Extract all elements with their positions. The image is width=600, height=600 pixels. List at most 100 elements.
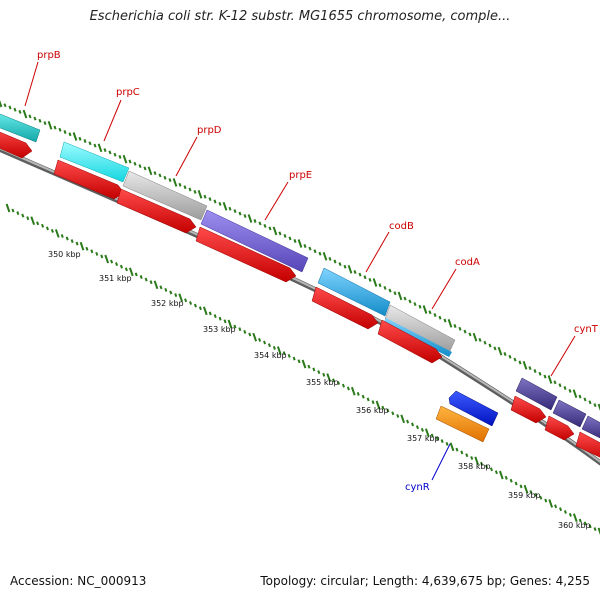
minor-tick [563, 386, 567, 390]
major-tick [523, 484, 529, 494]
minor-tick [253, 219, 257, 223]
minor-tick [332, 378, 336, 383]
gene-label-prpE[interactable]: prpE [289, 170, 312, 181]
gene-cynX-feature[interactable] [581, 415, 600, 440]
minor-tick [430, 433, 434, 438]
minor-tick [133, 161, 137, 166]
major-tick [276, 346, 282, 355]
minor-tick [381, 405, 385, 410]
gene-cynS-feature[interactable] [552, 399, 587, 428]
cds-arrow[interactable] [575, 431, 600, 462]
minor-tick [386, 408, 390, 413]
minor-tick [65, 236, 69, 241]
minor-tick [208, 311, 212, 316]
cds-arrow[interactable] [544, 415, 575, 441]
minor-tick [408, 299, 412, 304]
outer-tick-track [0, 99, 600, 412]
reverse-cds-arrow[interactable] [448, 390, 499, 427]
minor-tick [438, 315, 442, 320]
major-tick [153, 280, 159, 290]
minor-tick [115, 262, 119, 267]
gene-prpB-feature[interactable] [0, 110, 41, 143]
minor-tick [519, 484, 523, 489]
minor-tick [307, 364, 311, 369]
cds-arrow[interactable] [0, 128, 33, 159]
major-tick [197, 189, 203, 199]
minor-tick [593, 527, 597, 532]
minor-tick [458, 326, 462, 331]
minor-tick [43, 121, 47, 126]
minor-tick [193, 189, 197, 194]
minor-tick [108, 150, 112, 155]
minor-tick [303, 244, 307, 248]
major-tick [372, 278, 378, 287]
gene-labels: prpB prpC prpD prpE codB codA cynT cynR [24, 50, 599, 493]
minor-tick [433, 313, 437, 317]
minor-tick [443, 318, 447, 323]
minor-tick [263, 340, 267, 345]
minor-tick [53, 125, 57, 130]
gene-codB-feature[interactable] [317, 267, 391, 317]
minor-tick [95, 251, 99, 256]
minor-tick [218, 316, 222, 321]
major-tick [128, 267, 134, 277]
minor-tick [78, 136, 82, 141]
minor-tick [318, 251, 322, 256]
minor-tick [287, 353, 291, 358]
cds-arrow[interactable] [195, 226, 297, 283]
gene-prpC-feature[interactable] [59, 141, 130, 183]
gene-prpD-feature[interactable] [122, 170, 208, 221]
minor-tick [293, 239, 297, 243]
major-tick [449, 442, 455, 452]
minor-tick [455, 447, 459, 452]
kbp-label: 353 kbp [203, 325, 236, 334]
minor-tick [163, 175, 167, 180]
minor-tick [45, 226, 49, 231]
major-tick [597, 403, 600, 412]
minor-tick [203, 194, 207, 199]
cds-arrow[interactable] [311, 286, 379, 330]
minor-tick [283, 233, 287, 238]
minor-tick [413, 302, 417, 307]
minor-tick [100, 254, 104, 259]
minor-tick [248, 332, 252, 337]
kbp-label: 357 kbp [407, 434, 440, 443]
minor-tick [313, 249, 317, 254]
minor-tick [418, 304, 422, 309]
minor-tick [124, 267, 128, 272]
minor-tick [363, 275, 367, 280]
minor-tick [538, 371, 542, 376]
gene-label-cynT[interactable]: cynT [574, 324, 599, 335]
gene-cynT-feature[interactable] [515, 377, 558, 411]
minor-tick [218, 201, 222, 206]
major-tick [375, 400, 381, 410]
gene-label-prpB[interactable]: prpB [37, 50, 61, 61]
major-tick [202, 306, 208, 316]
minor-tick [233, 324, 237, 329]
minor-tick [333, 259, 337, 264]
minor-tick [193, 303, 197, 308]
gene-label-cynR[interactable]: cynR [405, 482, 430, 493]
gene-prpE-feature[interactable] [200, 209, 309, 273]
gene-features [0, 110, 600, 462]
major-tick [122, 154, 128, 164]
gene-label-codB[interactable]: codB [389, 221, 414, 232]
minor-tick [534, 492, 538, 497]
gene-label-prpD[interactable]: prpD [197, 125, 222, 136]
minor-tick [543, 374, 547, 379]
chromosome-backbone [0, 146, 600, 466]
gene-cynR-feature[interactable] [435, 405, 490, 443]
minor-tick [174, 293, 178, 298]
major-tick [47, 120, 53, 130]
gene-label-prpC[interactable]: prpC [116, 87, 140, 98]
major-tick [347, 264, 353, 274]
gene-label-codA[interactable]: codA [455, 257, 480, 268]
cds-arrow[interactable] [510, 395, 547, 424]
cds-arrow[interactable] [377, 319, 443, 364]
minor-tick [328, 256, 332, 261]
minor-tick [544, 498, 548, 503]
cds-arrow[interactable] [116, 188, 197, 234]
minor-tick [578, 394, 582, 399]
minor-tick [420, 427, 424, 432]
kbp-label: 351 kbp [99, 274, 132, 283]
